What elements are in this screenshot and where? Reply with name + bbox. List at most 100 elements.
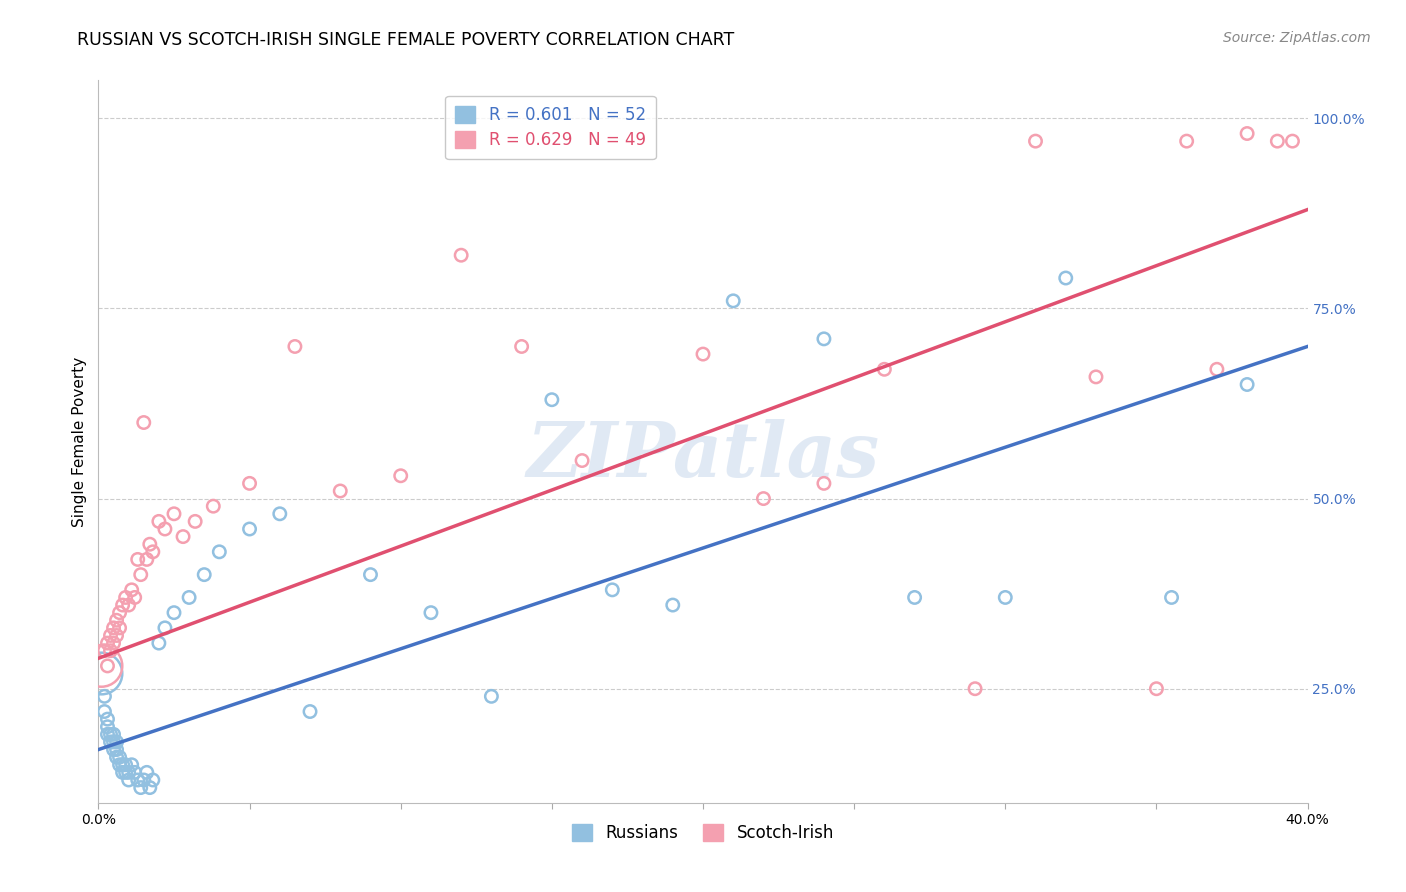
- Point: [90, 659, 112, 673]
- Point: [904, 591, 927, 605]
- Point: [153, 522, 176, 536]
- Text: RUSSIAN VS SCOTCH-IRISH SINGLE FEMALE POVERTY CORRELATION CHART: RUSSIAN VS SCOTCH-IRISH SINGLE FEMALE PO…: [77, 31, 734, 49]
- Point: [118, 598, 141, 612]
- Point: [202, 499, 225, 513]
- Point: [153, 621, 176, 635]
- Point: [1144, 681, 1167, 696]
- Point: [114, 757, 136, 772]
- Point: [1085, 370, 1108, 384]
- Point: [93, 643, 115, 657]
- Point: [752, 491, 775, 506]
- Point: [103, 735, 125, 749]
- Y-axis label: Single Female Poverty: Single Female Poverty: [72, 357, 87, 526]
- Point: [100, 727, 122, 741]
- Point: [96, 727, 118, 741]
- Point: [90, 666, 112, 681]
- Point: [163, 507, 186, 521]
- Point: [813, 476, 835, 491]
- Point: [163, 606, 186, 620]
- Point: [813, 332, 835, 346]
- Point: [124, 591, 146, 605]
- Point: [118, 772, 141, 787]
- Point: [148, 636, 170, 650]
- Point: [100, 628, 122, 642]
- Point: [111, 757, 134, 772]
- Point: [1054, 271, 1077, 285]
- Point: [284, 339, 307, 353]
- Point: [873, 362, 896, 376]
- Point: [1024, 134, 1046, 148]
- Point: [1160, 591, 1182, 605]
- Point: [450, 248, 472, 262]
- Point: [139, 780, 162, 795]
- Point: [1175, 134, 1198, 148]
- Point: [108, 757, 131, 772]
- Point: [269, 507, 291, 521]
- Point: [1236, 377, 1258, 392]
- Point: [329, 483, 352, 498]
- Point: [420, 606, 443, 620]
- Point: [994, 591, 1017, 605]
- Point: [105, 735, 128, 749]
- Point: [184, 515, 207, 529]
- Point: [103, 636, 125, 650]
- Point: [103, 742, 125, 756]
- Point: [111, 765, 134, 780]
- Point: [135, 765, 157, 780]
- Point: [139, 537, 162, 551]
- Point: [100, 735, 122, 749]
- Point: [360, 567, 382, 582]
- Point: [179, 591, 201, 605]
- Point: [1267, 134, 1289, 148]
- Point: [389, 468, 412, 483]
- Point: [208, 545, 231, 559]
- Point: [965, 681, 987, 696]
- Point: [96, 659, 118, 673]
- Point: [135, 552, 157, 566]
- Point: [602, 582, 624, 597]
- Point: [692, 347, 714, 361]
- Point: [127, 772, 149, 787]
- Point: [105, 750, 128, 764]
- Point: [193, 567, 215, 582]
- Point: [148, 515, 170, 529]
- Point: [299, 705, 322, 719]
- Point: [142, 545, 165, 559]
- Point: [571, 453, 593, 467]
- Legend: Russians, Scotch-Irish: Russians, Scotch-Irish: [565, 817, 841, 848]
- Point: [510, 339, 533, 353]
- Point: [96, 712, 118, 726]
- Point: [132, 416, 155, 430]
- Point: [481, 690, 503, 704]
- Point: [723, 293, 745, 308]
- Point: [111, 598, 134, 612]
- Point: [93, 690, 115, 704]
- Point: [105, 628, 128, 642]
- Point: [100, 643, 122, 657]
- Point: [114, 591, 136, 605]
- Point: [124, 765, 146, 780]
- Point: [114, 765, 136, 780]
- Point: [661, 598, 683, 612]
- Point: [1236, 127, 1258, 141]
- Point: [1281, 134, 1303, 148]
- Point: [121, 582, 143, 597]
- Point: [105, 613, 128, 627]
- Point: [108, 606, 131, 620]
- Point: [103, 727, 125, 741]
- Point: [540, 392, 562, 407]
- Text: ZIPatlas: ZIPatlas: [526, 419, 880, 493]
- Point: [108, 750, 131, 764]
- Point: [132, 772, 155, 787]
- Point: [96, 720, 118, 734]
- Point: [127, 552, 149, 566]
- Point: [108, 621, 131, 635]
- Point: [142, 772, 165, 787]
- Point: [93, 705, 115, 719]
- Point: [1206, 362, 1229, 376]
- Point: [121, 757, 143, 772]
- Point: [105, 742, 128, 756]
- Point: [239, 476, 262, 491]
- Text: Source: ZipAtlas.com: Source: ZipAtlas.com: [1223, 31, 1371, 45]
- Point: [103, 621, 125, 635]
